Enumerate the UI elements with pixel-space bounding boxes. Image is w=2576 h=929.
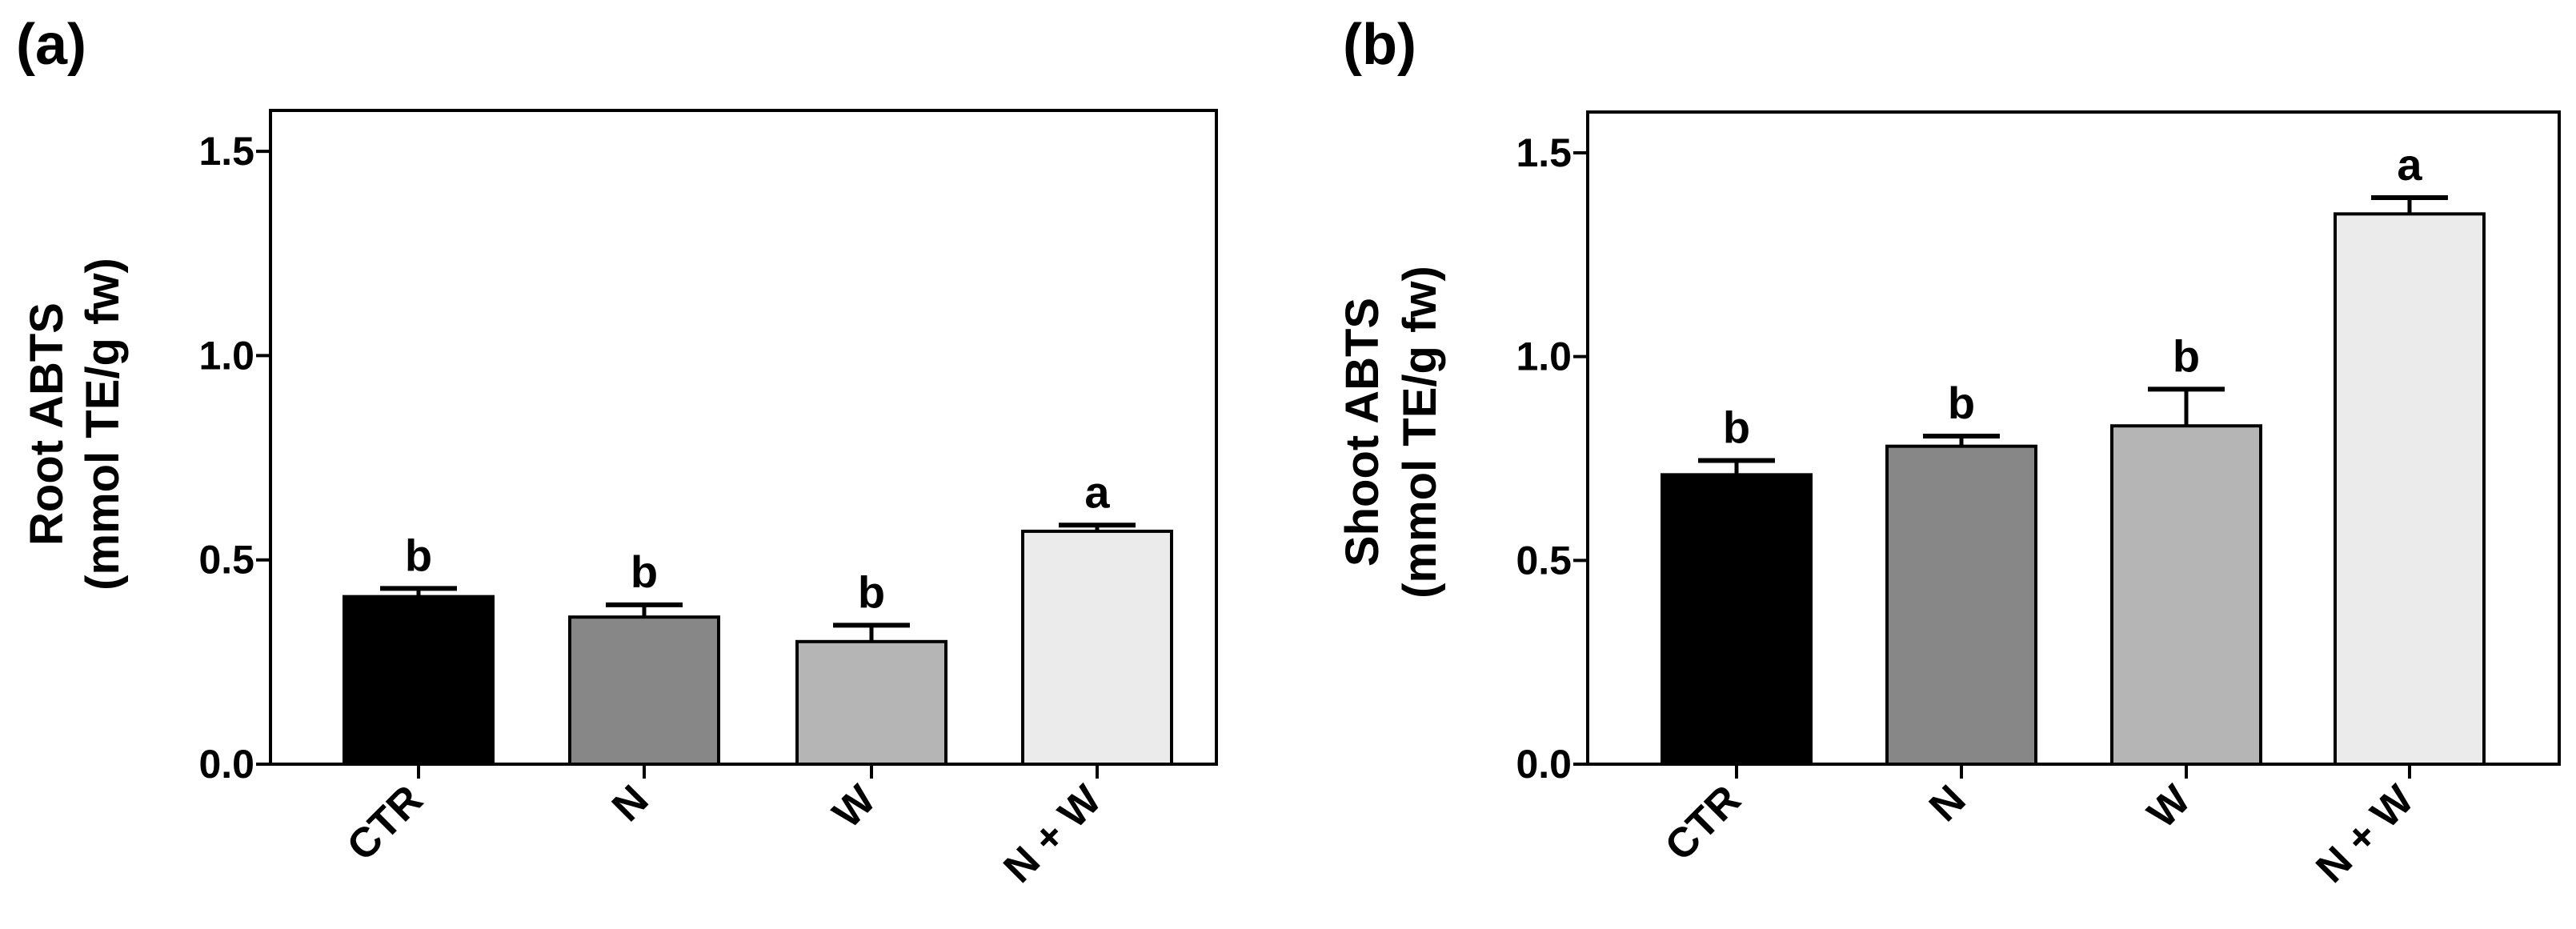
panel-b-ytick-label: 1.5 (1516, 130, 1572, 175)
panel-a-significance-label: b (858, 567, 885, 617)
panel-b-label: (b) (1343, 13, 1416, 77)
panel-b-bar (1885, 444, 2037, 766)
panel-a-category-label: N + W (995, 776, 1111, 892)
panel-a-ytick-label: 0.5 (198, 538, 254, 583)
panel-b-ytick-label: 1.0 (1516, 334, 1572, 379)
panel-b-category-label: N (1921, 776, 1975, 831)
panel-a-chart: 0.0 0.5 1.0 1.5 b CTR b Nb Wa N + W (198, 109, 1218, 892)
panel-a-category-label: W (824, 776, 885, 837)
panel-b-ytick-label: 0.5 (1516, 538, 1572, 583)
panel-b-bar (2334, 212, 2486, 766)
panel-a-significance-label: b (631, 547, 658, 597)
panel-a-ylabel-line1: Root ABTS (21, 302, 73, 546)
panel-b-bar (2110, 424, 2262, 766)
panel-b-ylabel-line1: Shoot ABTS (1336, 298, 1388, 567)
panel-b-chart: 0.0 0.5 1.0 1.5 b CTR b Nb Wa N + W (1516, 110, 2561, 892)
panel-a-bar (1021, 529, 1173, 766)
panel-a-ytick-label: 0.0 (198, 742, 254, 787)
panel-a-ylabel-line2: (mmol TE/g fw) (77, 258, 129, 591)
panel-a-ytick-label: 1.0 (198, 333, 254, 378)
panel-b-significance-label: b (2173, 330, 2200, 381)
panel-b-significance-label: b (1948, 378, 1975, 428)
panel-a-bar (795, 639, 947, 766)
panel-a-label: (a) (16, 13, 86, 77)
panel-a-bar (568, 615, 720, 766)
panel-a-significance-label: b (405, 530, 432, 580)
panel-b-significance-label: a (2397, 139, 2422, 190)
panel-b-bar (1661, 473, 1813, 766)
panel-a-significance-label: a (1084, 467, 1110, 517)
panel-a-plot-frame (269, 109, 1218, 766)
panel-b-category-label: W (2139, 776, 2200, 837)
panel-b-category-label: CTR (1657, 776, 1750, 870)
panel-a-ytick-label: 1.5 (198, 129, 254, 174)
panel-b-plot-frame (1586, 110, 2561, 766)
panel-b-ytick-label: 0.0 (1516, 742, 1572, 787)
panel-a-bar (343, 595, 495, 766)
panel-a-category-label: N (603, 776, 658, 831)
panel-b-category-label: N + W (2307, 776, 2423, 892)
panel-b-significance-label: b (1723, 402, 1750, 453)
panel-b-ylabel-line2: (mmol TE/g fw) (1394, 266, 1446, 599)
panel-a-category-label: CTR (339, 776, 432, 870)
